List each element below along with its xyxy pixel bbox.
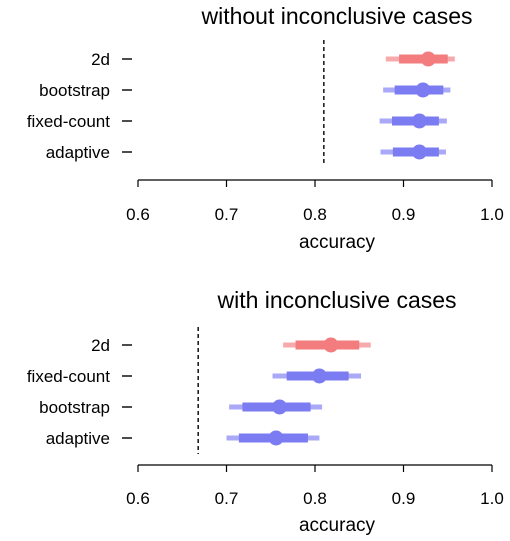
category-label: bootstrap (39, 81, 110, 100)
point-estimate (411, 113, 427, 129)
category-label: adaptive (46, 429, 110, 448)
interval-row: fixed-count (27, 367, 362, 386)
panel-without-inconclusive: without inconclusive cases accuracy 0.6 0… (27, 3, 504, 253)
x-axis-label: accuracy (299, 515, 376, 536)
point-estimate (415, 82, 431, 98)
interval-row: adaptive (46, 429, 320, 448)
point-estimate (420, 51, 436, 67)
point-estimate (268, 430, 284, 446)
x-tick-label: 0.6 (126, 489, 150, 508)
x-axis-label: accuracy (299, 232, 376, 253)
point-estimate (311, 368, 327, 384)
x-tick-label: 0.9 (392, 205, 416, 224)
category-label: bootstrap (39, 398, 110, 417)
x-tick-label: 1.0 (480, 205, 504, 224)
x-tick-label: 0.9 (392, 489, 416, 508)
panel-with-inconclusive: with inconclusive cases accuracy 0.6 0.7 0… (27, 287, 504, 536)
interval-row: fixed-count (27, 112, 447, 131)
x-tick-label: 0.8 (303, 205, 327, 224)
category-label: fixed-count (27, 112, 110, 131)
category-label: adaptive (46, 143, 110, 162)
interval-row: adaptive (46, 143, 446, 162)
category-label: 2d (91, 336, 110, 355)
interval-row: bootstrap (39, 81, 451, 100)
x-tick-label: 0.7 (215, 489, 239, 508)
point-estimate (323, 337, 339, 353)
category-label: 2d (91, 50, 110, 69)
interval-row: 2d (91, 336, 371, 355)
panel-title: with inconclusive cases (216, 287, 456, 313)
point-estimate (411, 144, 427, 160)
point-estimate (272, 399, 288, 415)
x-tick-label: 0.7 (215, 205, 239, 224)
interval-row: bootstrap (39, 398, 323, 417)
x-tick-label: 0.6 (126, 205, 150, 224)
panel-title: without inconclusive cases (200, 3, 472, 29)
x-tick-label: 0.8 (303, 489, 327, 508)
interval-row: 2d (91, 50, 455, 69)
x-tick-label: 1.0 (480, 489, 504, 508)
category-label: fixed-count (27, 367, 110, 386)
